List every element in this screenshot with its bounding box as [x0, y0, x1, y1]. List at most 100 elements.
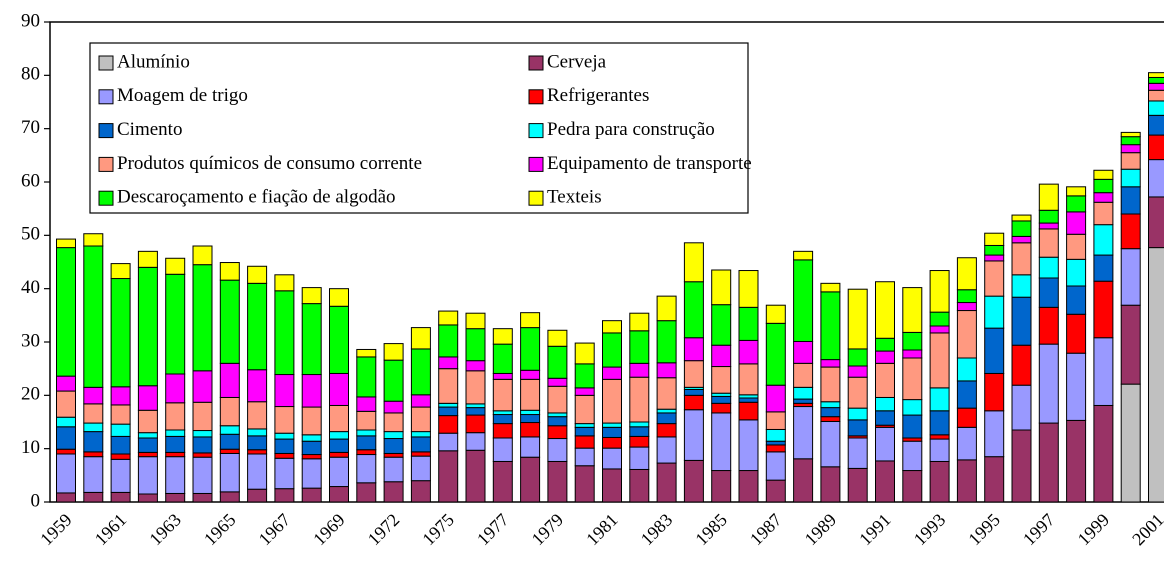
- bar-segment: [656, 377, 677, 410]
- y-tick-label: 30: [21, 330, 40, 351]
- bar-segment: [929, 460, 950, 503]
- bar-segment: [574, 426, 595, 437]
- bar-segment: [1093, 192, 1114, 203]
- bar-segment: [247, 435, 268, 451]
- bar-segment: [219, 433, 240, 450]
- bar-segment: [765, 322, 786, 386]
- bar-segment: [1093, 254, 1114, 282]
- bar-segment: [410, 480, 431, 503]
- bar-segment: [83, 403, 104, 424]
- x-tick-label: 1972: [364, 510, 404, 550]
- bar-segment: [820, 366, 841, 403]
- bar-segment: [274, 406, 295, 434]
- bar-segment: [547, 329, 568, 347]
- bar-segment: [383, 452, 404, 458]
- legend-box: [89, 42, 749, 214]
- bar-segment: [793, 398, 814, 404]
- bar-segment: [329, 404, 349, 433]
- bar-segment: [929, 387, 950, 412]
- bar-segment: [137, 266, 158, 387]
- bar-segment: [956, 310, 977, 359]
- x-tick-label: 1979: [528, 510, 568, 550]
- bar-segment: [656, 412, 677, 425]
- bar-segment: [274, 290, 295, 376]
- bar-segment: [356, 348, 377, 358]
- bar-segment: [520, 378, 541, 411]
- bar-segment: [219, 425, 240, 435]
- bar-segment: [356, 482, 377, 503]
- bar-segment: [383, 359, 404, 402]
- bar-segment: [383, 431, 404, 440]
- y-tick-label: 70: [21, 117, 40, 138]
- legend-label: Equipamento de transporte: [547, 153, 752, 174]
- bar-segment: [56, 390, 76, 418]
- bar-segment: [902, 440, 923, 472]
- x-tick-label: 1977: [473, 510, 513, 550]
- bar-segment: [301, 458, 322, 489]
- bar-segment: [1093, 201, 1114, 226]
- bar-segment: [329, 372, 349, 406]
- bar-segment: [247, 265, 268, 284]
- bar-segment: [1066, 211, 1087, 235]
- legend-swatch: [528, 55, 544, 71]
- bar-segment: [984, 232, 1005, 246]
- bar-segment: [383, 343, 404, 361]
- bar-segment: [820, 420, 841, 468]
- bar-segment: [820, 416, 841, 422]
- bar-segment: [984, 295, 1005, 329]
- bar-segment: [574, 387, 595, 396]
- bar-segment: [192, 370, 213, 403]
- bar-segment: [547, 377, 568, 387]
- bar-segment: [902, 357, 923, 401]
- bar-segment: [847, 365, 868, 378]
- bar-segment: [219, 396, 240, 427]
- bar-segment: [137, 493, 158, 503]
- bar-segment: [520, 456, 541, 503]
- legend-swatch: [528, 123, 544, 139]
- bar-segment: [602, 366, 622, 380]
- bar-segment: [83, 386, 104, 405]
- bar-segment: [711, 344, 732, 368]
- bar-segment: [492, 414, 513, 425]
- bar-segment: [520, 369, 541, 380]
- bar-segment: [1011, 344, 1032, 386]
- bar-segment: [219, 448, 240, 454]
- y-tick-label: 90: [21, 10, 40, 31]
- bar-segment: [438, 406, 459, 417]
- bar-segment: [110, 423, 131, 437]
- bar-segment: [165, 402, 186, 431]
- bar-segment: [110, 435, 131, 455]
- bar-segment: [465, 312, 486, 330]
- bar-segment: [465, 407, 486, 416]
- bar-segment: [165, 451, 186, 458]
- x-tick-label: 1965: [200, 510, 240, 550]
- bar-segment: [574, 423, 595, 428]
- bar-segment: [1148, 196, 1164, 249]
- bar-segment: [137, 437, 158, 453]
- bar-segment: [438, 415, 459, 434]
- bar-segment: [56, 238, 76, 249]
- bar-segment: [683, 394, 704, 411]
- bar-segment: [274, 374, 295, 408]
- bar-segment: [137, 409, 158, 434]
- bar-segment: [711, 412, 732, 472]
- bar-segment: [1038, 228, 1059, 258]
- legend-label: Refrigerantes: [547, 85, 649, 106]
- bar-segment: [356, 435, 377, 451]
- bar-segment: [492, 343, 513, 374]
- bar-segment: [1011, 235, 1032, 244]
- bar-segment: [356, 356, 377, 398]
- bar-segment: [956, 289, 977, 304]
- bar-segment: [1066, 186, 1087, 197]
- bar-segment: [438, 324, 459, 358]
- bar-segment: [875, 410, 895, 426]
- bar-segment: [820, 466, 841, 503]
- bar-segment: [165, 456, 186, 494]
- bar-segment: [847, 288, 868, 350]
- bar-segment: [247, 449, 268, 455]
- bar-segment: [602, 378, 622, 424]
- bar-segment: [902, 349, 923, 359]
- bar-segment: [383, 456, 404, 483]
- bar-segment: [492, 378, 513, 412]
- bar-segment: [137, 385, 158, 411]
